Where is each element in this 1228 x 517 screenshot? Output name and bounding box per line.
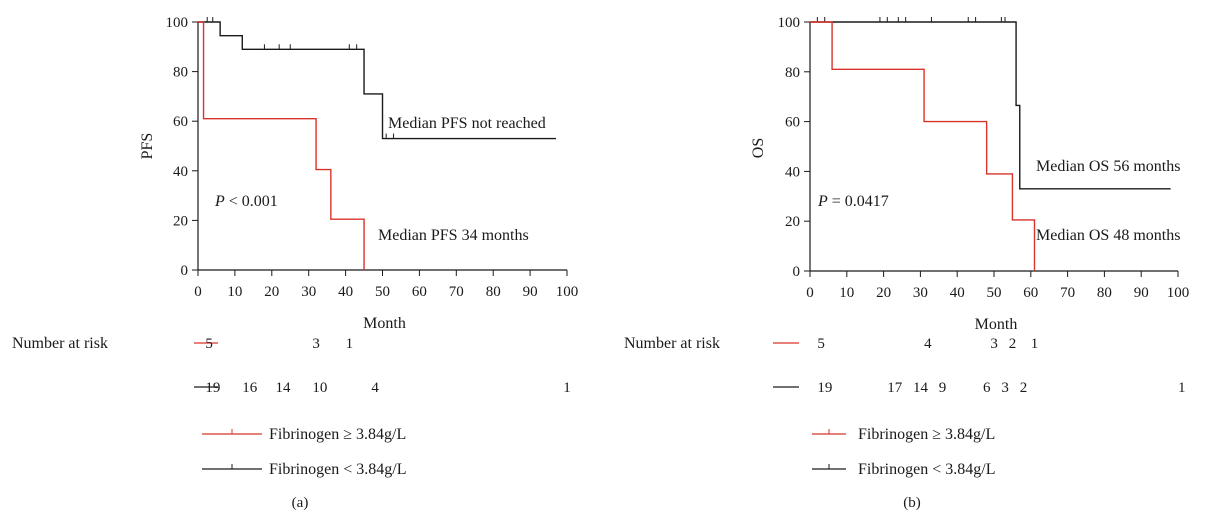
x-tick-label: 30	[301, 284, 316, 300]
p-value-label: P < 0.001	[214, 193, 278, 210]
legend-label: Fibrinogen ≥ 3.84g/L	[269, 426, 406, 443]
y-tick-label: 100	[166, 15, 189, 31]
y-axis-label: OS	[750, 138, 767, 158]
x-axis-label: Month	[975, 316, 1018, 333]
x-tick-label: 90	[1134, 285, 1149, 301]
number-at-risk-title: Number at risk	[12, 335, 108, 352]
risk-count: 10	[312, 380, 327, 396]
x-tick-label: 40	[950, 285, 965, 301]
x-tick-label: 50	[375, 284, 390, 300]
x-tick-label: 90	[523, 284, 538, 300]
risk-count: 17	[887, 380, 903, 396]
p-value-symbol: P	[214, 193, 225, 210]
x-tick-label: 60	[1023, 285, 1038, 301]
p-value-symbol: P	[817, 193, 828, 210]
y-tick-label: 20	[785, 214, 800, 230]
p-value-text: < 0.001	[225, 193, 278, 210]
y-axis-label: PFS	[139, 133, 156, 160]
x-tick-label: 0	[806, 285, 814, 301]
y-tick-label: 40	[173, 164, 188, 180]
km-panel-b: 0 10 20 30 40 50 60 70 80 90 100 0 20 40 60 80 100 Month O…	[624, 15, 1189, 511]
x-tick-label: 10	[839, 285, 854, 301]
x-tick-label: 70	[449, 284, 464, 300]
risk-count: 4	[924, 336, 932, 352]
x-tick-label: 80	[486, 284, 501, 300]
p-value-label: P = 0.0417	[817, 193, 889, 210]
y-tick-label: 80	[173, 65, 188, 81]
risk-count: 1	[563, 380, 571, 396]
risk-count: 3	[990, 336, 998, 352]
survival-curve-high-fibrinogen	[198, 21, 365, 270]
risk-count: 5	[205, 336, 213, 352]
risk-count: 2	[1020, 380, 1028, 396]
x-tick-label: 80	[1097, 285, 1112, 301]
risk-count: 16	[242, 380, 258, 396]
panel-label: (a)	[292, 495, 309, 511]
x-tick-label: 0	[194, 284, 202, 300]
median-annotation: Median PFS not reached	[388, 115, 546, 132]
survival-curve-low-fibrinogen	[810, 21, 1171, 190]
legend-label: Fibrinogen ≥ 3.84g/L	[858, 426, 995, 443]
x-tick-label: 60	[412, 284, 427, 300]
risk-count: 1	[346, 336, 354, 352]
median-annotation: Median OS 56 months	[1036, 158, 1180, 175]
risk-count: 3	[312, 336, 320, 352]
y-tick-label: 100	[778, 15, 801, 31]
x-tick-label: 30	[913, 285, 928, 301]
risk-count: 19	[817, 380, 832, 396]
x-tick-label: 70	[1060, 285, 1075, 301]
km-panel-a: 0 10 20 30 40 50 60 70 80 90 100 0 20 40 60 80 100 Month P…	[12, 15, 578, 511]
risk-count: 6	[983, 380, 991, 396]
y-tick-label: 20	[173, 213, 188, 229]
risk-count: 1	[1031, 336, 1039, 352]
risk-count: 2	[1009, 336, 1017, 352]
x-tick-label: 100	[556, 284, 579, 300]
risk-count: 14	[275, 380, 291, 396]
risk-count: 19	[205, 380, 220, 396]
risk-count: 1	[1178, 380, 1186, 396]
risk-count: 3	[1001, 380, 1009, 396]
risk-count: 9	[939, 380, 947, 396]
legend-label: Fibrinogen < 3.84g/L	[858, 461, 995, 478]
x-tick-label: 10	[227, 284, 242, 300]
y-tick-label: 0	[181, 263, 189, 279]
x-tick-label: 20	[876, 285, 891, 301]
x-tick-label: 40	[338, 284, 353, 300]
y-tick-label: 80	[785, 65, 800, 81]
risk-count: 14	[913, 380, 929, 396]
median-annotation: Median OS 48 months	[1036, 227, 1180, 244]
x-tick-label: 100	[1167, 285, 1190, 301]
panel-label: (b)	[903, 495, 921, 511]
number-at-risk-title: Number at risk	[624, 335, 720, 352]
risk-count: 4	[371, 380, 379, 396]
survival-curve-high-fibrinogen	[810, 21, 1036, 271]
legend-label: Fibrinogen < 3.84g/L	[269, 461, 406, 478]
median-annotation: Median PFS 34 months	[378, 227, 529, 244]
y-tick-label: 40	[785, 164, 800, 180]
x-tick-label: 50	[987, 285, 1002, 301]
p-value-text: = 0.0417	[828, 193, 889, 210]
y-tick-label: 60	[785, 115, 800, 131]
x-tick-label: 20	[264, 284, 279, 300]
y-tick-label: 60	[173, 114, 188, 130]
risk-count: 5	[817, 336, 825, 352]
y-tick-label: 0	[793, 264, 801, 280]
survival-curve-low-fibrinogen	[198, 21, 556, 140]
x-axis-label: Month	[363, 315, 406, 332]
